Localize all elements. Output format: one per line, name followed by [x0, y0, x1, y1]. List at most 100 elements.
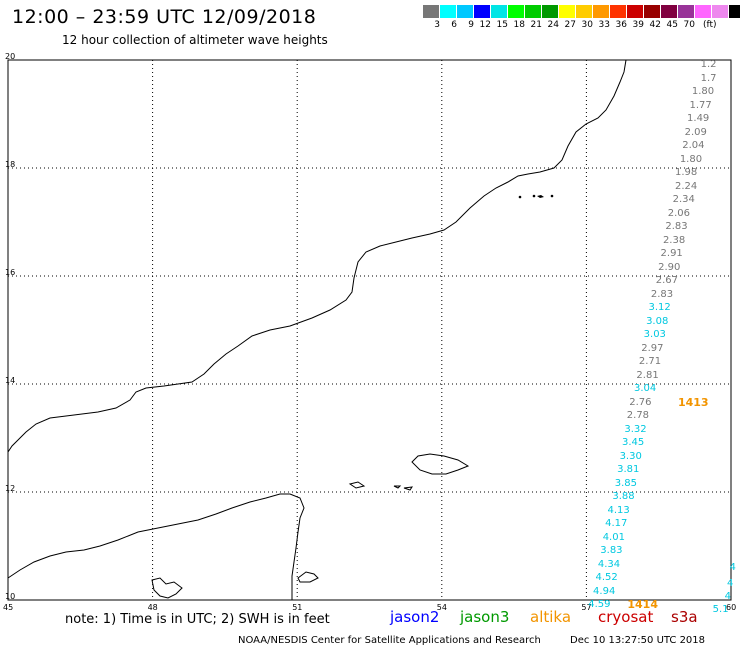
map-subtitle: 12 hour collection of altimeter wave hei… [62, 33, 328, 47]
pass-time-label: 1413 [677, 395, 709, 409]
wave-height-label: 3.03 [643, 329, 666, 341]
colorbar-swatch [559, 5, 576, 18]
wave-height-label: 1.77 [689, 99, 712, 111]
wave-height-label: 3.81 [617, 464, 640, 476]
wave-height-label: 4.34 [597, 558, 621, 570]
wave-height-label: 1.7 [700, 72, 717, 84]
footer: NOAA/NESDIS Center for Satellite Applica… [238, 635, 705, 646]
colorbar-tick: 6 [451, 20, 457, 30]
colorbar-swatch [661, 5, 678, 18]
wave-height-label: 3.88 [612, 491, 635, 503]
wave-height-label: 3.45 [621, 437, 645, 449]
wave-height-label: 1.2 [700, 59, 717, 71]
island [393, 485, 402, 489]
wave-height-label: 2.67 [655, 275, 678, 287]
wave-height-label: 2.24 [674, 180, 698, 192]
colorbar [423, 5, 740, 18]
wave-height-label: 3.32 [624, 423, 647, 435]
wave-height-label: 2.83 [650, 288, 674, 300]
satellite-s3a: s3a [671, 608, 698, 626]
lon-tick: 54 [436, 603, 447, 612]
wave-height-label: 4.01 [602, 531, 625, 543]
colorbar-swatch [729, 5, 740, 18]
wave-height-label: 4.13 [607, 504, 630, 516]
wave-height-label: 2.78 [626, 410, 650, 422]
wave-height-label: 1.80 [679, 153, 703, 165]
colorbar-swatch [712, 5, 729, 18]
colorbar-swatch [678, 5, 695, 18]
colorbar-tick: 21 [530, 20, 542, 30]
wave-height-label: 1.80 [691, 86, 715, 98]
colorbar-tick: 39 [632, 20, 644, 30]
colorbar-swatch [423, 5, 440, 18]
colorbar-tick: 45 [666, 20, 678, 30]
wave-height-label: 3.83 [600, 545, 623, 557]
wave-height-label: 3.85 [614, 477, 637, 489]
wave-height-label: 2.90 [658, 261, 681, 273]
satellite-jason2: jason2 [390, 608, 440, 626]
wave-height-label: 3.04 [634, 383, 657, 395]
colorbar-tick: 18 [513, 20, 525, 30]
colorbar-tick: 15 [496, 20, 508, 30]
colorbar-swatch [491, 5, 508, 18]
island [532, 194, 536, 198]
lon-tick: 45 [3, 603, 14, 612]
map-title: 12:00 – 23:59 UTC 12/09/2018 [12, 6, 317, 28]
wave-height-label: 3.08 [646, 315, 669, 327]
island [550, 194, 554, 198]
wave-height-label: 2.71 [638, 356, 662, 368]
satellite-cryosat: cryosat [598, 608, 654, 626]
lon-tick: 60 [726, 603, 737, 612]
wave-height-label: 5.1 [712, 603, 729, 615]
island [403, 486, 414, 491]
coast-detail [151, 577, 183, 599]
wave-height-label: 3.12 [648, 302, 671, 314]
colorbar-tick: 24 [547, 20, 559, 30]
colorbar-swatch [457, 5, 474, 18]
lon-tick: 48 [147, 603, 158, 612]
colorbar-swatch [644, 5, 661, 18]
wave-height-label: 2.06 [667, 207, 691, 219]
colorbar-tick: 3 [434, 20, 440, 30]
lon-tick: 57 [581, 603, 592, 612]
legend-note: note: 1) Time is in UTC; 2) SWH is in fe… [65, 612, 330, 627]
lat-tick: 16 [5, 268, 16, 277]
colorbar-tick: 33 [598, 20, 610, 30]
satellite-altika: altika [530, 608, 572, 626]
wave-height-label: 3.30 [619, 450, 642, 462]
wave-height-label: 4.52 [595, 572, 618, 584]
wave-height-label: 1.49 [687, 113, 710, 125]
colorbar-tick: 70 [683, 20, 695, 30]
footer-credit: NOAA/NESDIS Center for Satellite Applica… [238, 635, 541, 646]
island [518, 195, 522, 199]
lon-tick: 51 [292, 603, 303, 612]
wave-height-label: 4.94 [593, 585, 616, 597]
colorbar-swatch [440, 5, 457, 18]
wave-height-label: 2.34 [672, 194, 695, 206]
pass-time-label: 1414 [627, 598, 658, 612]
colorbar-tick: 9 [468, 20, 474, 30]
colorbar-swatch [695, 5, 712, 18]
wave-height-label: 2.09 [684, 126, 707, 138]
island [348, 481, 366, 489]
colorbar-swatch [474, 5, 491, 18]
wave-height-label: 2.97 [641, 342, 664, 354]
lat-tick: 12 [5, 484, 16, 493]
colorbar-tick: 30 [581, 20, 593, 30]
wave-height-label: 2.76 [629, 396, 652, 408]
colorbar-ticks: 3 6 9 12 15 18 21 24 27 30 33 36 39 42 45 70 [423, 20, 695, 30]
colorbar-swatch [576, 5, 593, 18]
wave-height-label: 4 [727, 577, 734, 589]
wave-height-label: 4 [724, 591, 731, 603]
wave-height-label: 2.04 [682, 140, 705, 152]
socotra-island [411, 453, 470, 475]
colorbar-swatch [525, 5, 542, 18]
wave-height-label: 2.38 [662, 234, 686, 246]
lat-tick: 14 [5, 376, 16, 385]
island [297, 571, 319, 583]
colorbar-swatch [610, 5, 627, 18]
colorbar-swatch [542, 5, 559, 18]
colorbar-unit: (ft) [703, 20, 717, 30]
colorbar-tick: 42 [649, 20, 661, 30]
